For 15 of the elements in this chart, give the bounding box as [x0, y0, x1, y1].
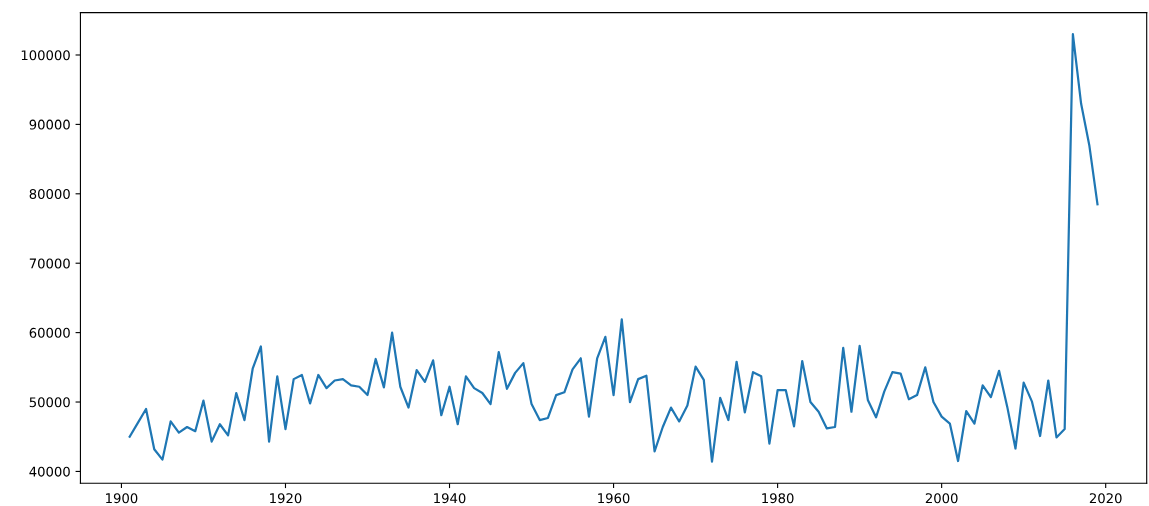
y-tick-label: 60000 [29, 327, 70, 338]
y-tick-label: 50000 [29, 397, 70, 408]
x-tick-label: 1900 [106, 493, 138, 504]
y-tick-label: 90000 [29, 119, 70, 130]
x-tick-label: 1980 [762, 493, 794, 504]
y-tick-label: 40000 [29, 466, 70, 477]
y-tick-label: 80000 [29, 189, 70, 199]
line-series [128, 33, 1099, 463]
x-tick-label: 1920 [270, 493, 302, 504]
x-tick-label: 1960 [598, 493, 630, 504]
x-tick-label: 2000 [925, 493, 958, 504]
y-tick-label: 100000 [21, 50, 70, 61]
x-tick-label: 2020 [1089, 493, 1122, 504]
y-tick-label: 70000 [29, 258, 70, 269]
x-tick-label: 1940 [434, 493, 466, 504]
